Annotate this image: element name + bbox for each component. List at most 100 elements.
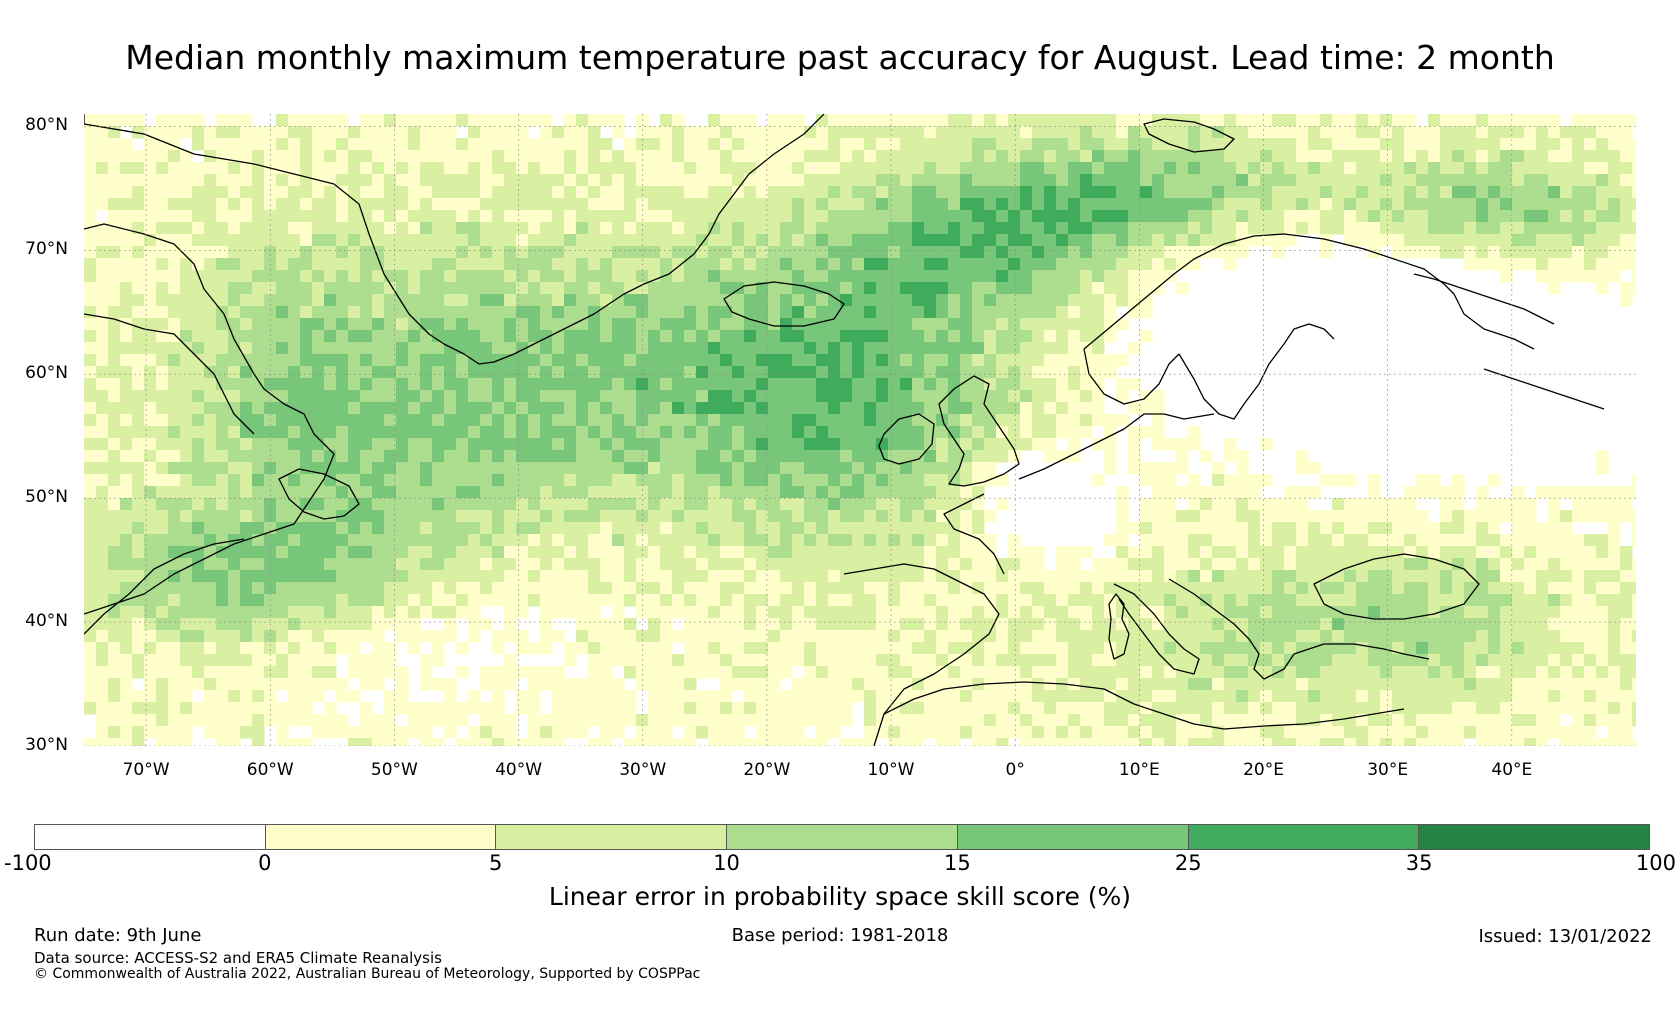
skill-cell — [528, 210, 541, 223]
skill-cell — [684, 210, 697, 223]
skill-cell — [624, 534, 637, 547]
skill-cell — [480, 390, 493, 403]
skill-cell — [756, 318, 769, 331]
skill-cell — [732, 234, 745, 247]
skill-cell — [204, 126, 217, 139]
skill-cell — [228, 198, 241, 211]
skill-cell — [708, 618, 721, 631]
skill-cell — [504, 366, 517, 379]
skill-cell — [816, 174, 829, 187]
skill-cell — [1080, 138, 1093, 151]
skill-cell — [1608, 546, 1621, 559]
skill-cell — [660, 126, 673, 139]
skill-cell — [600, 594, 613, 607]
skill-cell — [1440, 222, 1453, 235]
skill-cell — [144, 534, 157, 547]
skill-cell — [1548, 222, 1561, 235]
skill-cell — [1020, 186, 1033, 199]
skill-cell — [96, 246, 109, 259]
skill-cell — [336, 318, 349, 331]
skill-cell — [552, 342, 565, 355]
skill-cell — [780, 486, 793, 499]
skill-cell — [156, 606, 169, 619]
skill-cell — [1032, 210, 1045, 223]
skill-cell — [864, 150, 877, 163]
skill-cell — [1512, 114, 1525, 127]
skill-cell — [180, 354, 193, 367]
skill-cell — [312, 414, 325, 427]
skill-cell — [708, 126, 721, 139]
skill-cell — [840, 630, 853, 643]
skill-cell — [480, 414, 493, 427]
skill-cell — [144, 654, 157, 667]
skill-cell — [420, 414, 433, 427]
skill-cell — [1212, 558, 1225, 571]
skill-cell — [996, 222, 1009, 235]
skill-cell — [468, 342, 481, 355]
skill-cell — [552, 126, 565, 139]
skill-cell — [696, 318, 709, 331]
skill-cell — [312, 198, 325, 211]
skill-cell — [588, 126, 601, 139]
skill-cell — [300, 234, 313, 247]
skill-cell — [420, 318, 433, 331]
skill-cell — [612, 210, 625, 223]
skill-cell — [504, 126, 517, 139]
skill-cell — [1440, 522, 1453, 535]
skill-cell — [936, 294, 949, 307]
skill-cell — [960, 162, 973, 175]
skill-cell — [204, 246, 217, 259]
skill-cell — [276, 342, 289, 355]
skill-cell — [540, 234, 553, 247]
skill-cell — [1176, 150, 1189, 163]
skill-cell — [816, 366, 829, 379]
skill-cell — [1140, 474, 1153, 487]
skill-cell — [1608, 510, 1621, 523]
skill-cell — [96, 414, 109, 427]
skill-cell — [1080, 210, 1093, 223]
skill-cell — [564, 198, 577, 211]
skill-cell — [480, 330, 493, 343]
skill-cell — [696, 306, 709, 319]
skill-cell — [372, 210, 385, 223]
skill-cell — [1116, 210, 1129, 223]
skill-cell — [240, 342, 253, 355]
skill-cell — [456, 198, 469, 211]
skill-cell — [1488, 222, 1501, 235]
skill-cell — [504, 210, 517, 223]
skill-cell — [528, 198, 541, 211]
skill-cell — [792, 366, 805, 379]
skill-cell — [660, 606, 673, 619]
skill-cell — [684, 606, 697, 619]
skill-cell — [852, 150, 865, 163]
skill-cell — [1620, 606, 1633, 619]
skill-cell — [1236, 582, 1249, 595]
skill-cell — [1224, 450, 1237, 463]
skill-cell — [1500, 582, 1513, 595]
skill-cell — [828, 318, 841, 331]
skill-cell — [564, 558, 577, 571]
skill-cell — [108, 138, 121, 151]
skill-cell — [108, 450, 121, 463]
skill-cell — [624, 138, 637, 151]
skill-cell — [756, 342, 769, 355]
skill-cell — [948, 222, 961, 235]
skill-cell — [792, 510, 805, 523]
skill-cell — [480, 162, 493, 175]
skill-cell — [924, 330, 937, 343]
skill-cell — [1056, 390, 1069, 403]
skill-cell — [936, 210, 949, 223]
skill-cell — [480, 306, 493, 319]
skill-cell — [1224, 162, 1237, 175]
skill-cell — [348, 618, 361, 631]
skill-cell — [660, 114, 673, 127]
skill-cell — [456, 210, 469, 223]
skill-cell — [360, 306, 373, 319]
skill-cell — [444, 210, 457, 223]
skill-cell — [1560, 258, 1573, 271]
skill-cell — [756, 570, 769, 583]
skill-cell — [660, 186, 673, 199]
skill-cell — [1164, 558, 1177, 571]
skill-cell — [156, 186, 169, 199]
skill-cell — [708, 342, 721, 355]
